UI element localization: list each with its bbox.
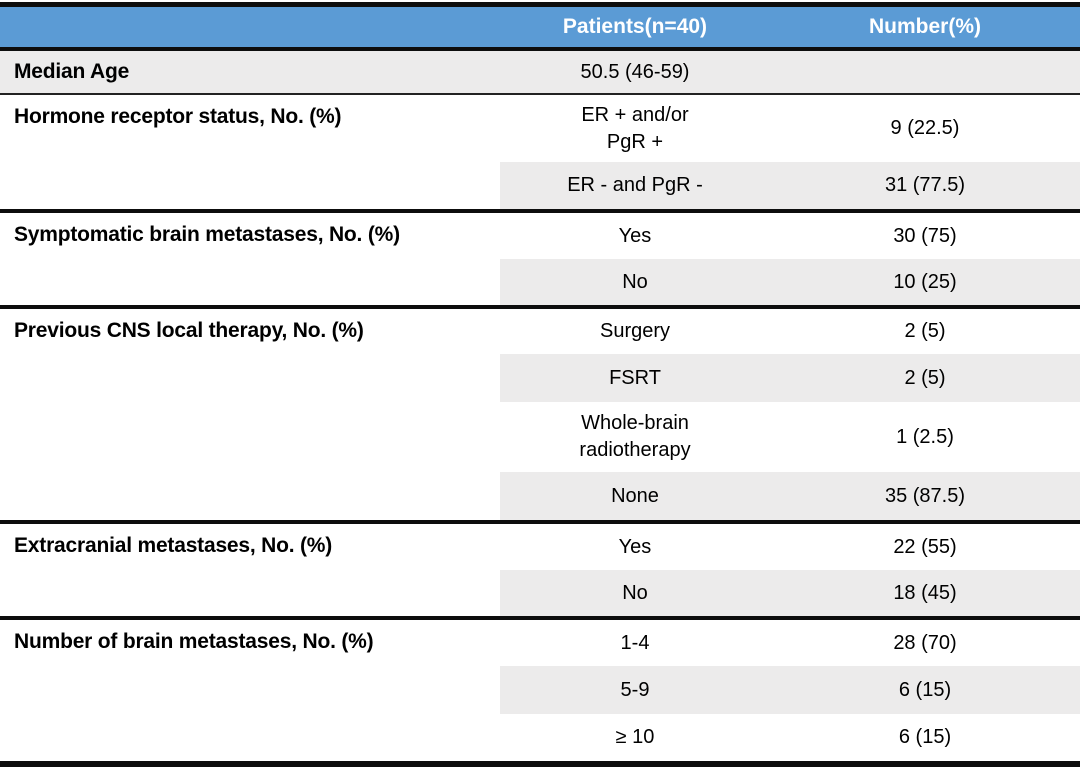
table-row: 50.5 (46-59): [500, 51, 1080, 93]
table-row: 1-4 28 (70): [500, 620, 1080, 666]
patients-cell: 1-4: [620, 631, 650, 654]
row-label: Symptomatic brain metastases, No. (%): [14, 223, 400, 246]
row-label: Previous CNS local therapy, No. (%): [14, 319, 364, 342]
patients-cell: Surgery: [599, 320, 671, 342]
patients-cell: No: [622, 581, 648, 604]
number-cell: [770, 51, 1080, 93]
table-row: ER - and PgR - 31 (77.5): [500, 162, 1080, 209]
table-section-symptomatic: Symptomatic brain metastases, No. (%) Ye…: [0, 209, 1080, 305]
number-cell: 2 (5): [904, 320, 946, 342]
patients-cell: FSRT: [609, 366, 661, 389]
number-cell: 6 (15): [898, 726, 952, 748]
row-label: Median Age: [14, 60, 130, 83]
table-row: ≥ 10 6 (15): [500, 714, 1080, 761]
table-row: Yes 22 (55): [500, 524, 1080, 570]
row-label: Hormone receptor status, No. (%): [14, 105, 342, 128]
table-section-number-of-metastases: Number of brain metastases, No. (%) 1-4 …: [0, 616, 1080, 761]
patients-cell: Yes: [618, 224, 652, 247]
table-row: ER + and/or PgR + 9 (22.5): [500, 95, 1080, 162]
number-cell: 35 (87.5): [884, 484, 966, 507]
table-row: No 18 (45): [500, 570, 1080, 616]
patients-cell: 5-9: [620, 678, 650, 701]
number-cell: 28 (70): [893, 631, 957, 654]
table-row: Surgery 2 (5): [500, 309, 1080, 354]
patients-cell: No: [622, 270, 648, 293]
number-cell: 31 (77.5): [884, 174, 966, 196]
patients-cell: ≥ 10: [615, 726, 655, 748]
table-section-extracranial: Extracranial metastases, No. (%) Yes 22 …: [0, 520, 1080, 616]
number-cell: 1 (2.5): [896, 425, 954, 448]
patients-cell: Whole-brain radiotherapy: [579, 412, 691, 461]
patients-cell: None: [611, 484, 659, 507]
header-number-cell: Number(%): [868, 15, 981, 38]
row-label: Extracranial metastases, No. (%): [14, 534, 333, 557]
number-cell: 10 (25): [893, 270, 957, 293]
table-header-row: Patients(n=40) Number(%): [0, 7, 1080, 51]
number-cell: 6 (15): [898, 678, 952, 701]
table-row: FSRT 2 (5): [500, 354, 1080, 402]
row-label: Number of brain metastases, No. (%): [14, 630, 374, 653]
table-row: None 35 (87.5): [500, 472, 1080, 520]
table-row: Yes 30 (75): [500, 213, 1080, 259]
patients-cell: ER - and PgR -: [567, 174, 703, 196]
patients-cell: ER + and/or PgR +: [581, 103, 689, 153]
table-row: Whole-brain radiotherapy 1 (2.5): [500, 402, 1080, 472]
header-patients-cell: Patients(n=40): [562, 15, 708, 38]
table-section-median-age: Median Age 50.5 (46-59): [0, 51, 1080, 95]
table-row: 5-9 6 (15): [500, 666, 1080, 714]
patients-table: Patients(n=40) Number(%) Median Age 50.5…: [0, 2, 1080, 767]
table-section-hormone-receptor: Hormone receptor status, No. (%) ER + an…: [0, 95, 1080, 209]
table-section-previous-cns-therapy: Previous CNS local therapy, No. (%) Surg…: [0, 305, 1080, 520]
number-cell: 9 (22.5): [890, 117, 960, 139]
patients-cell: 50.5 (46-59): [580, 60, 690, 83]
number-cell: 22 (55): [893, 535, 957, 558]
number-cell: 18 (45): [893, 581, 957, 604]
patients-cell: Yes: [618, 535, 652, 558]
table-row: No 10 (25): [500, 259, 1080, 305]
number-cell: 2 (5): [904, 366, 946, 389]
number-cell: 30 (75): [893, 224, 957, 247]
